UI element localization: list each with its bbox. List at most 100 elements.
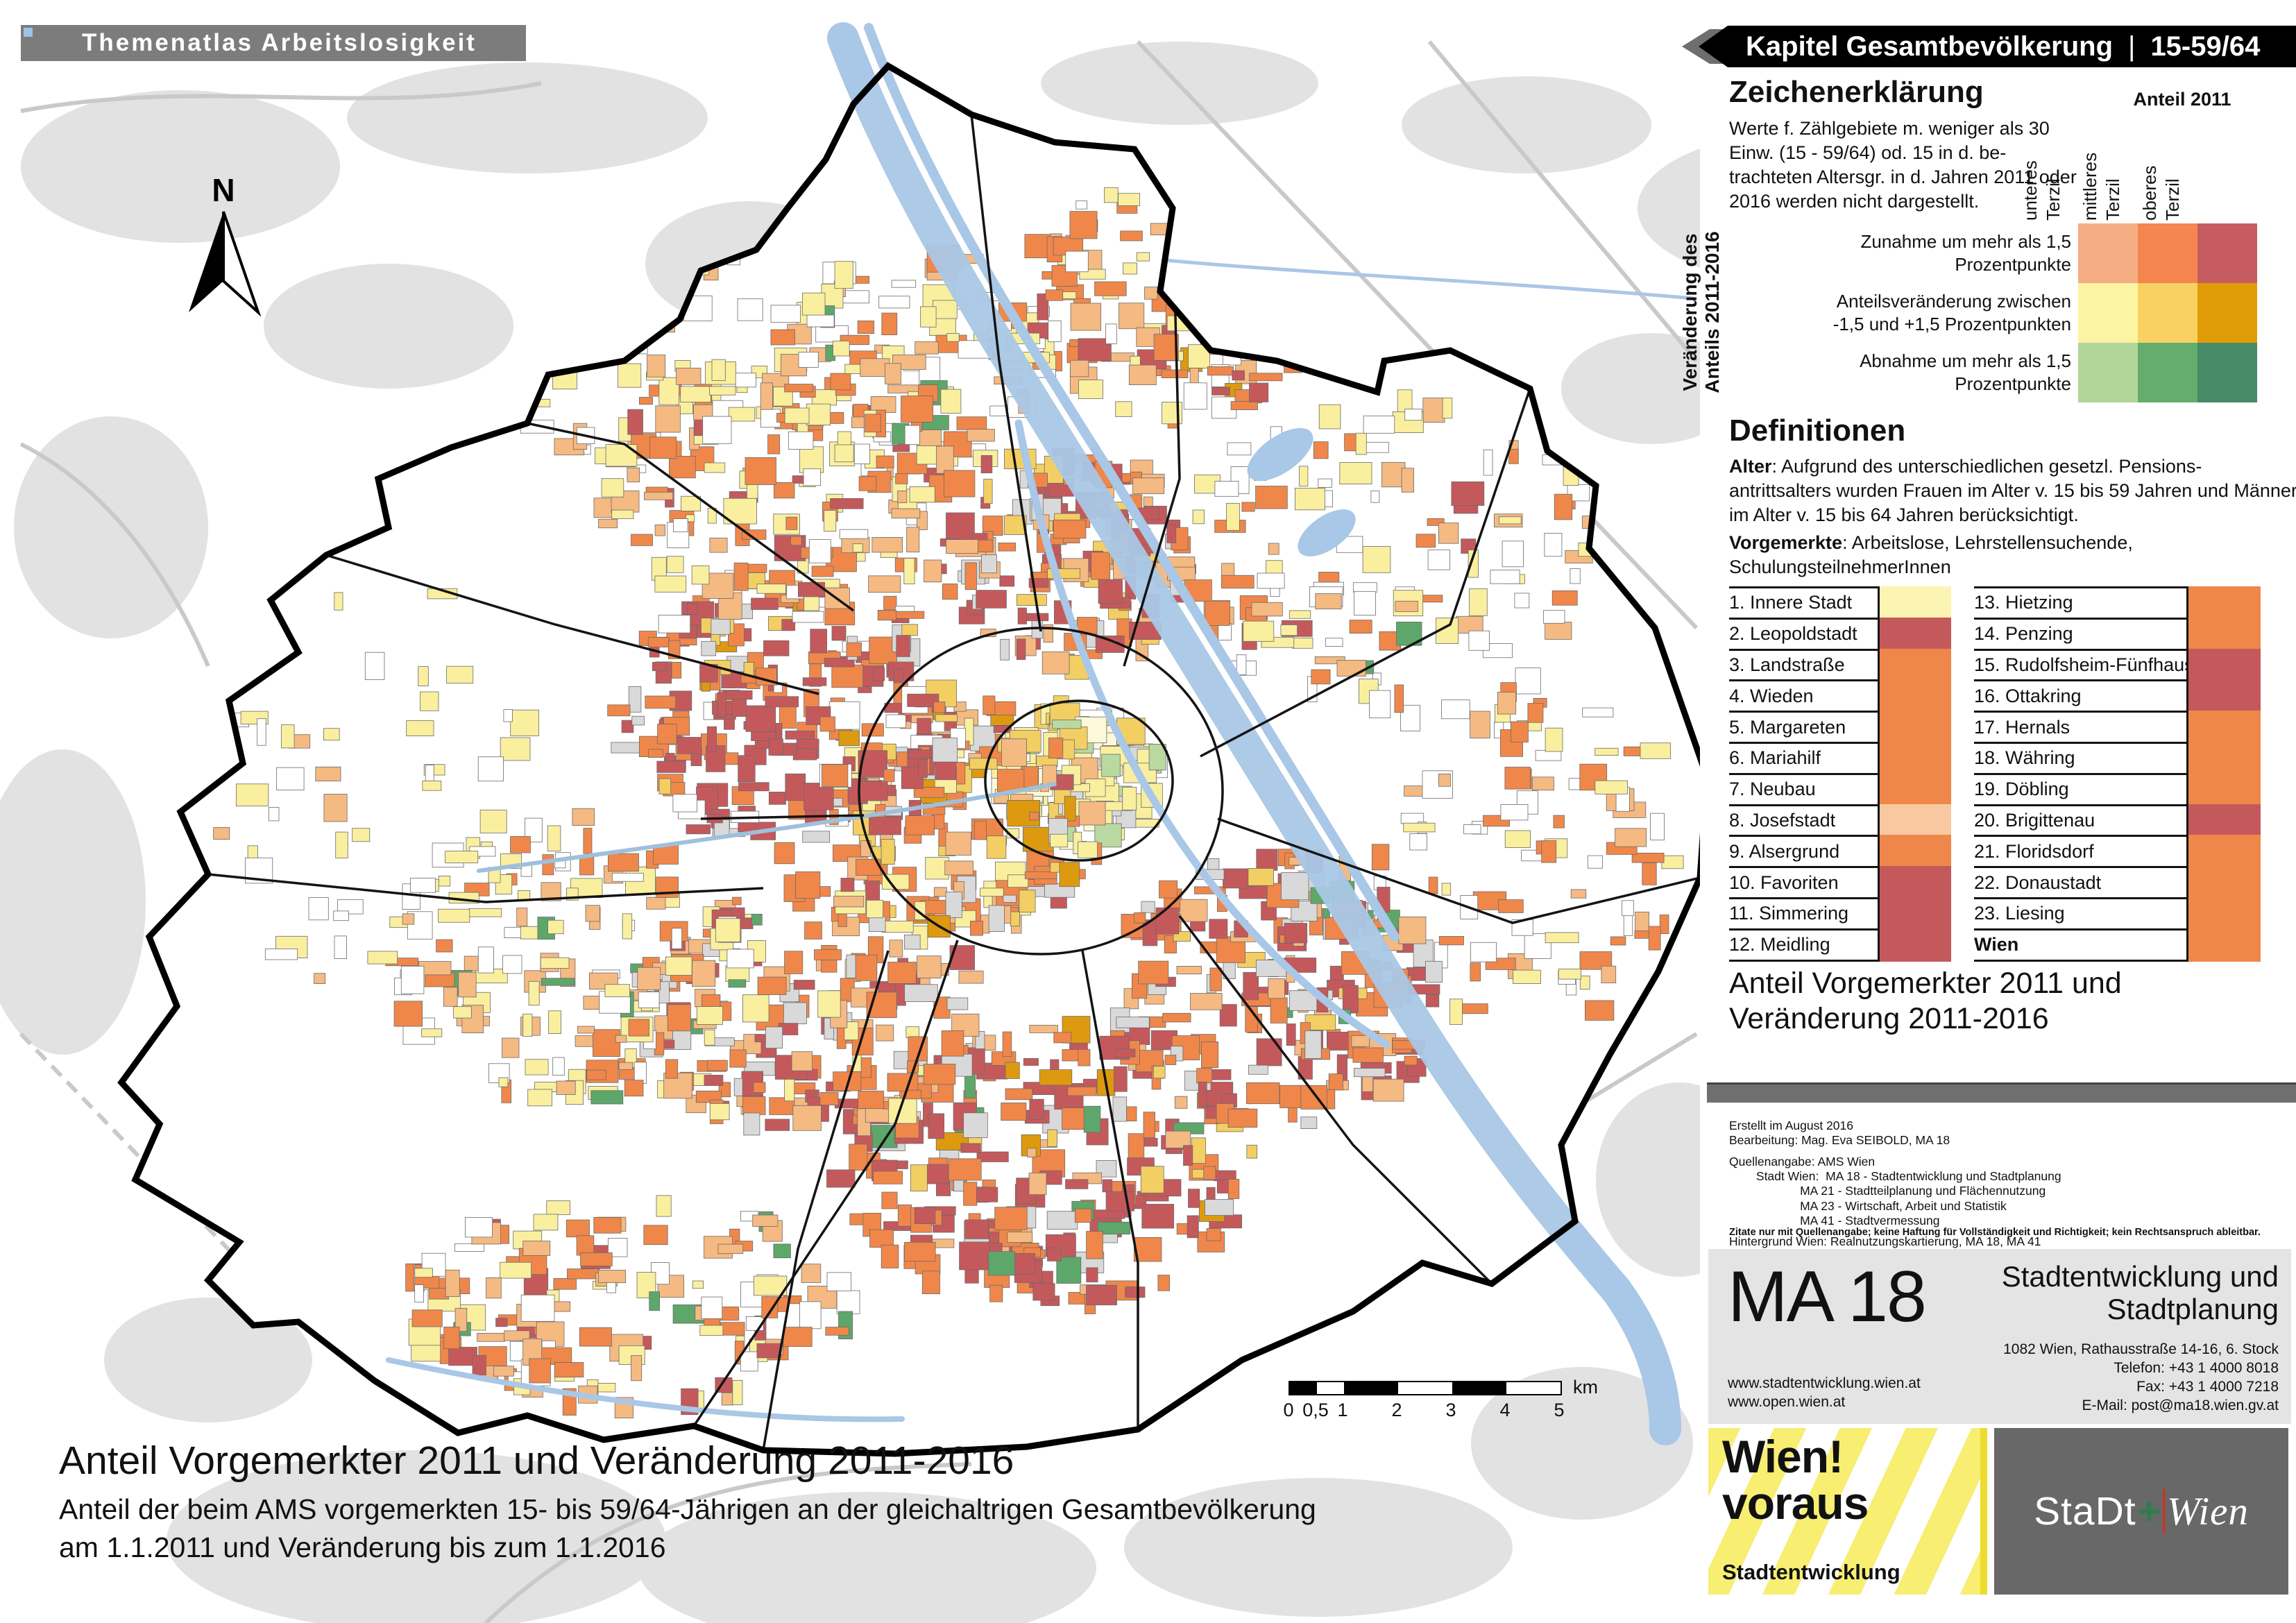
scale-label: 0 bbox=[1283, 1400, 1294, 1420]
table-row: 12. Meidling bbox=[1729, 928, 1951, 962]
ma18-address-line: 1082 Wien, Rathausstraße 14-16, 6. Stock bbox=[2003, 1341, 2279, 1357]
table-row: 17. Hernals bbox=[1974, 711, 2261, 744]
district-label: 22. Donaustadt bbox=[1974, 872, 2102, 893]
district-label: 6. Mariahilf bbox=[1729, 747, 1821, 769]
district-label: 1. Innere Stadt bbox=[1729, 592, 1853, 613]
legend-note: Werte f. Zählgebiete m. weniger als 30 E… bbox=[1729, 118, 2077, 212]
district-color-swatch bbox=[1878, 928, 1951, 962]
city-waters bbox=[386, 66, 1633, 1422]
district-color-swatch bbox=[1878, 741, 1951, 775]
credits-line: Bearbeitung: Mag. Eva SEIBOLD, MA 18 bbox=[1729, 1133, 1950, 1148]
district-label: 13. Hietzing bbox=[1974, 592, 2073, 613]
district-label: 20. Brigittenau bbox=[1974, 809, 2095, 831]
district-label: 23. Liesing bbox=[1974, 903, 2065, 924]
table-row: 23. Liesing bbox=[1974, 897, 2261, 931]
district-label: 2. Leopoldstadt bbox=[1729, 623, 1857, 645]
district-color-swatch bbox=[2186, 835, 2261, 869]
credits-line: Erstellt im August 2016 bbox=[1729, 1119, 1853, 1132]
legend-cell bbox=[2138, 343, 2197, 402]
atlas-title: Themenatlas Arbeitslosigkeit bbox=[82, 29, 477, 56]
district-table-right: 13. Hietzing 14. Penzing 15. Rudolfsheim-F… bbox=[1974, 586, 2261, 962]
scale-bar-segments bbox=[1289, 1381, 1562, 1395]
legend-cell bbox=[2138, 283, 2197, 343]
district-label: 17. Hernals bbox=[1974, 716, 2070, 738]
table-row: 1. Innere Stadt bbox=[1729, 586, 1951, 620]
ma18-url-stadtentwicklung[interactable]: www.stadtentwicklung.wien.at bbox=[1728, 1375, 1921, 1391]
map-title: Anteil Vorgemerkter 2011 und Veränderung… bbox=[59, 1438, 1014, 1483]
district-color-swatch bbox=[2186, 897, 2261, 931]
district-color-swatch bbox=[1878, 586, 1951, 620]
legend-cell bbox=[2197, 223, 2257, 283]
table-row: 11. Simmering bbox=[1729, 897, 1951, 931]
legend-column-header: oberes Terzil bbox=[2139, 165, 2183, 221]
credits-line: MA 21 - Stadtteilplanung und Flächennutz… bbox=[1729, 1184, 2046, 1198]
ma18-address-line: Telefon: +43 1 4000 8018 bbox=[2114, 1359, 2279, 1376]
district-color-swatch bbox=[2186, 928, 2261, 962]
district-color-swatch bbox=[1878, 648, 1951, 682]
table-row: 16. Ottakring bbox=[1974, 679, 2261, 713]
table-row: 9. Alsergrund bbox=[1729, 835, 1951, 869]
wien-voraus-text: Wien! voraus bbox=[1722, 1431, 1869, 1529]
ma18-address-line: E-Mail: post@ma18.wien.gv.at bbox=[2082, 1397, 2279, 1413]
legend-column-title: Anteil 2011 bbox=[2133, 89, 2231, 110]
sidebar-map-title: Anteil Vorgemerkter 2011 und Veränderung… bbox=[1729, 967, 2122, 1035]
district-label: 14. Penzing bbox=[1974, 623, 2073, 645]
district-color-swatch bbox=[2186, 679, 2261, 713]
district-label: 3. Landstraße bbox=[1729, 654, 1845, 675]
district-label: 19. Döbling bbox=[1974, 779, 2069, 800]
scale-segment bbox=[1317, 1382, 1344, 1394]
ma18-url-open-wien[interactable]: www.open.wien.at bbox=[1728, 1394, 1846, 1411]
scale-label: 3 bbox=[1445, 1400, 1456, 1420]
plus-icon: + bbox=[2137, 1489, 2166, 1533]
district-label: 12. Meidling bbox=[1729, 934, 1830, 955]
district-color-swatch bbox=[2186, 866, 2261, 899]
north-label: N bbox=[212, 172, 235, 208]
district-color-swatch bbox=[1878, 897, 1951, 931]
district-label: 11. Simmering bbox=[1729, 903, 1849, 924]
district-label: 21. Floridsdorf bbox=[1974, 840, 2094, 862]
district-color-swatch bbox=[1878, 679, 1951, 713]
chapter-separator: | bbox=[2128, 31, 2136, 62]
scale-bar-labels: 0 0,5 1 2 3 4 5 bbox=[1283, 1395, 1565, 1420]
legend-cell bbox=[2078, 283, 2138, 343]
legend-cell bbox=[2078, 343, 2138, 402]
yellow-strip bbox=[1980, 1428, 1987, 1595]
table-row: 18. Währing bbox=[1974, 741, 2261, 775]
credits-line: Hintergrund Wien: Realnutzungskartierung… bbox=[1729, 1234, 2041, 1249]
district-color-swatch bbox=[1878, 866, 1951, 899]
table-row: 6. Mariahilf bbox=[1729, 741, 1951, 775]
scale-bar-unit: km bbox=[1573, 1377, 1598, 1397]
table-row: 13. Hietzing bbox=[1974, 586, 2261, 620]
table-row: 3. Landstraße bbox=[1729, 648, 1951, 682]
scale-label: 2 bbox=[1391, 1400, 1402, 1420]
district-color-swatch bbox=[1878, 617, 1951, 651]
legend-color-matrix bbox=[2078, 223, 2257, 402]
table-row: 8. Josefstadt bbox=[1729, 804, 1951, 838]
definition-vorgemerkte: Vorgemerkte: Arbeitslose, Lehrstellensuc… bbox=[1729, 532, 2133, 578]
district-color-swatch bbox=[2186, 648, 2261, 682]
district-label: 16. Ottakring bbox=[1974, 685, 2082, 706]
legend-row-label: Anteilsveränderung zwischen -1,5 und +1,… bbox=[1832, 290, 2071, 334]
legend-cell bbox=[2197, 343, 2257, 402]
table-row: 22. Donaustadt bbox=[1974, 866, 2261, 899]
district-color-swatch bbox=[2186, 804, 2261, 838]
district-label: 10. Favoriten bbox=[1729, 872, 1839, 893]
district-color-swatch bbox=[2186, 772, 2261, 806]
legend-cell bbox=[2078, 223, 2138, 283]
sidebar-divider bbox=[1707, 1082, 2296, 1103]
definitions-heading: Definitionen bbox=[1729, 414, 1906, 448]
scale-bar: 0 0,5 1 2 3 4 5 km bbox=[1283, 1377, 1598, 1420]
district-color-swatch bbox=[1878, 711, 1951, 744]
district-label: Wien bbox=[1974, 934, 2019, 955]
map-subtitle: Anteil der beim AMS vorgemerkten 15- bis… bbox=[59, 1493, 1316, 1563]
credits-disclaimer: Zitate nur mit Quellenangabe; keine Haft… bbox=[1729, 1227, 2261, 1238]
scale-label: 4 bbox=[1499, 1400, 1511, 1420]
scale-segment bbox=[1452, 1382, 1506, 1394]
table-row: 2. Leopoldstadt bbox=[1729, 617, 1951, 651]
legend-cell bbox=[2138, 223, 2197, 283]
scale-label: 5 bbox=[1554, 1400, 1565, 1420]
north-arrow-icon: N bbox=[189, 172, 262, 317]
table-row: 15. Rudolfsheim-Fünfhaus bbox=[1974, 648, 2261, 682]
table-row: 4. Wieden bbox=[1729, 679, 1951, 713]
